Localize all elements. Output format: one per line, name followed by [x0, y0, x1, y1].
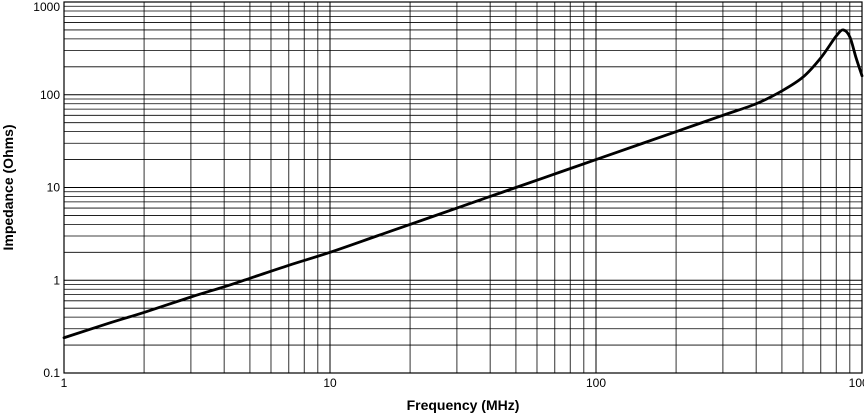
y-tick-label: 1000 [33, 0, 60, 14]
impedance-curve [62, 28, 864, 340]
y-tick-label: 0.1 [43, 366, 60, 380]
x-axis-title: Frequency (MHz) [407, 397, 520, 413]
plot-frame [63, 1, 863, 374]
y-axis-title: Impedance (Ohms) [0, 124, 16, 250]
x-tick-label: 100 [586, 376, 606, 390]
y-tick-label: 1 [53, 273, 60, 287]
y-tick-label: 10 [47, 181, 61, 195]
x-tick-label: 1000 [849, 376, 864, 390]
x-tick-label: 10 [323, 376, 337, 390]
x-tick-labels: 1 10 100 1000 [61, 376, 864, 390]
y-tick-label: 100 [40, 88, 60, 102]
x-tick-label: 1 [61, 376, 68, 390]
y-tick-labels: 0.1 1 10 100 1000 [33, 0, 60, 380]
